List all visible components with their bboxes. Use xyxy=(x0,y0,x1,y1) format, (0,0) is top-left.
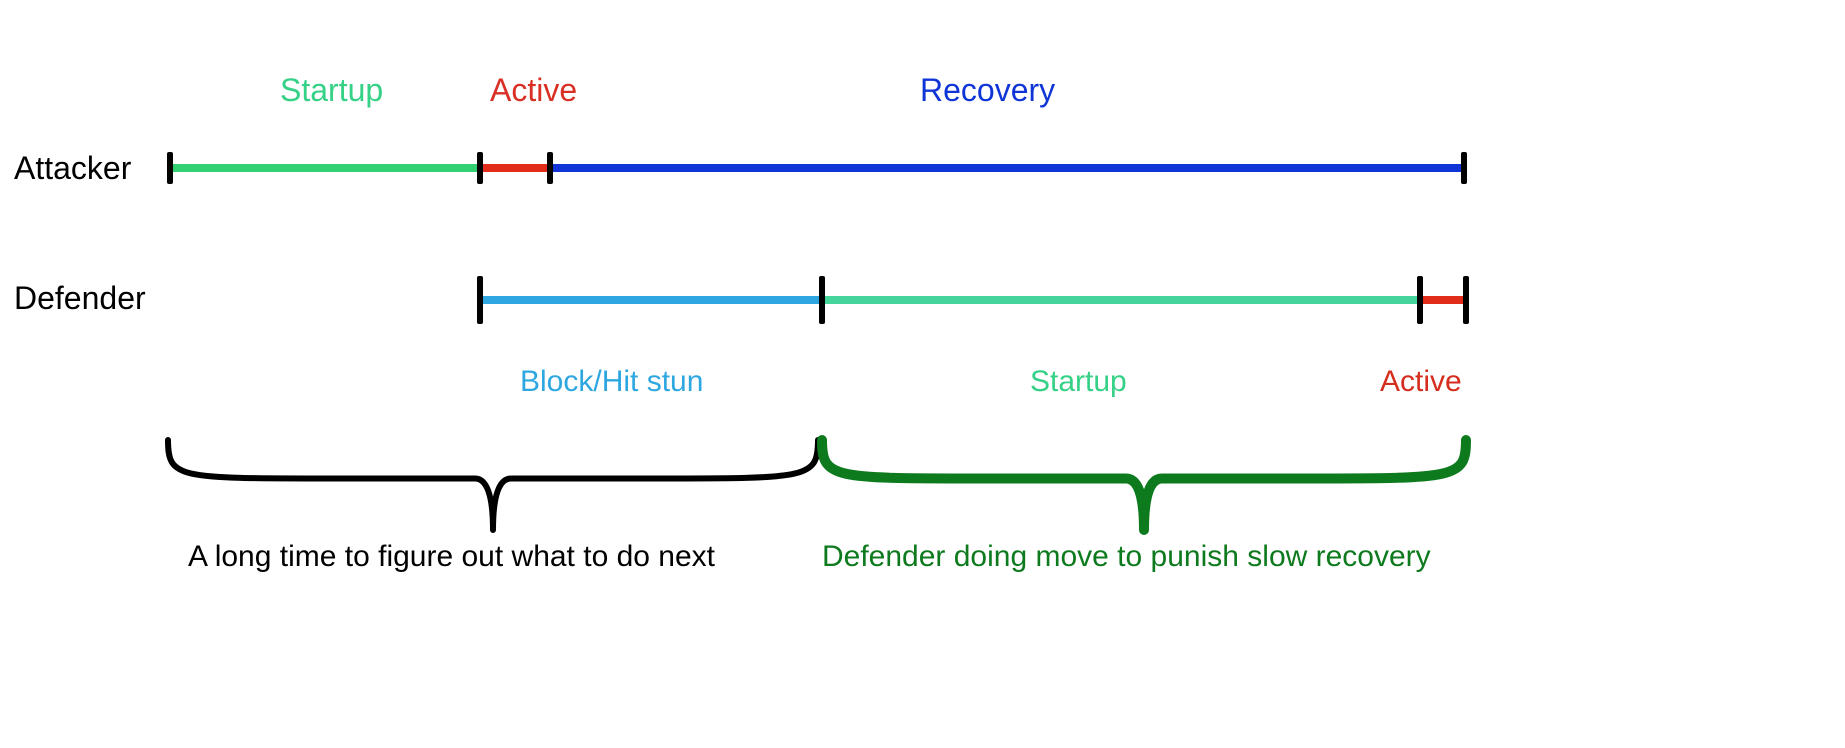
label-active2: Active xyxy=(1380,365,1462,399)
tick xyxy=(477,152,483,184)
tick xyxy=(477,276,483,324)
segment-startup xyxy=(822,296,1420,304)
row-label-defender: Defender xyxy=(14,280,146,317)
brace-left xyxy=(158,430,828,540)
segment-recovery xyxy=(550,164,1464,172)
label-startup2: Startup xyxy=(1030,365,1127,399)
row-label-attacker: Attacker xyxy=(14,150,131,187)
label-recovery: Recovery xyxy=(920,72,1055,109)
label-startup: Startup xyxy=(280,72,383,109)
segment-blockstun xyxy=(480,296,822,304)
label-blockstun: Block/Hit stun xyxy=(520,365,703,399)
label-active: Active xyxy=(490,72,577,109)
tick xyxy=(1461,152,1467,184)
segment-active xyxy=(1420,296,1466,304)
segment-active xyxy=(480,164,550,172)
tick xyxy=(819,276,825,324)
brace-right xyxy=(812,430,1476,540)
tick xyxy=(1463,276,1469,324)
segment-startup xyxy=(170,164,480,172)
tick xyxy=(547,152,553,184)
caption-right: Defender doing move to punish slow recov… xyxy=(822,540,1431,574)
tick xyxy=(1417,276,1423,324)
tick xyxy=(167,152,173,184)
caption-left: A long time to figure out what to do nex… xyxy=(188,540,715,574)
